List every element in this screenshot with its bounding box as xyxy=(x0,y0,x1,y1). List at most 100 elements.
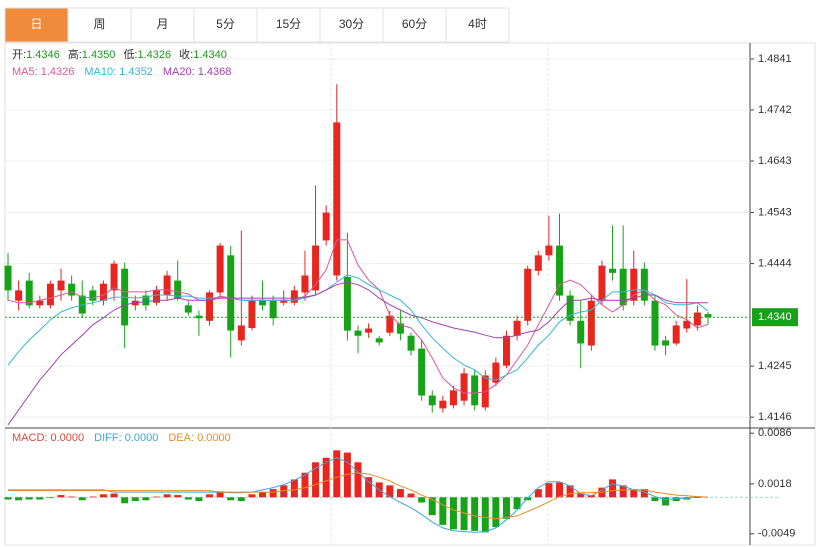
macd-bar xyxy=(131,497,139,502)
y-tick-label: 1.4742 xyxy=(758,104,792,116)
macd-bar xyxy=(195,497,203,502)
candle-body xyxy=(216,245,224,293)
candle-body xyxy=(672,325,680,344)
macd-line xyxy=(8,472,709,520)
macd-bar xyxy=(534,489,542,498)
candle-body xyxy=(280,299,288,303)
tab[interactable] xyxy=(445,7,510,43)
tab-label[interactable]: 60分 xyxy=(402,17,427,31)
macd-bar xyxy=(396,489,404,498)
macd-bar xyxy=(513,497,521,510)
candle-body xyxy=(524,268,532,321)
candle-body xyxy=(556,245,564,296)
macd-bar xyxy=(152,496,160,498)
candle-body xyxy=(68,283,76,296)
tab-label[interactable]: 15分 xyxy=(276,17,301,31)
candle-body xyxy=(492,362,500,383)
macd-bar xyxy=(99,494,107,498)
candle-body xyxy=(46,283,54,306)
candle-body xyxy=(439,400,447,409)
macd-legend: MACD: 0.0000 DIFF: 0.0000 DEA: 0.0000 xyxy=(12,432,231,444)
tab-label[interactable]: 30分 xyxy=(339,17,364,31)
macd-bar xyxy=(78,497,86,501)
macd-bar xyxy=(174,495,182,498)
panel-frame xyxy=(4,42,816,546)
price-tag-label: 1.4340 xyxy=(758,311,792,323)
candle-body xyxy=(693,312,701,326)
ohlc-legend: 开:1.4346 高:1.4350 低:1.4326 收:1.4340 xyxy=(12,47,227,61)
macd-bar xyxy=(322,457,330,498)
macd-line xyxy=(8,457,709,533)
macd-bar xyxy=(407,493,415,498)
tab[interactable] xyxy=(193,7,258,43)
macd-bar xyxy=(121,497,129,504)
y-tick-label: 0.0086 xyxy=(758,427,792,439)
legend-entry: MACD: 0.0000 xyxy=(12,432,84,444)
ma-legend: MA5: 1.4326 MA10: 1.4352 MA20: 1.4368 xyxy=(12,66,231,78)
macd-bar xyxy=(290,479,298,498)
macd-bar xyxy=(577,493,585,498)
macd-bar xyxy=(312,462,320,498)
candle-body xyxy=(248,300,256,329)
candle-body xyxy=(57,280,65,291)
candle-body xyxy=(460,373,468,401)
macd-bar xyxy=(619,485,627,498)
tab[interactable] xyxy=(319,7,384,43)
candle-body xyxy=(375,338,383,343)
macd-bar xyxy=(142,497,150,501)
macd-bar xyxy=(365,477,373,498)
legend-entry: DEA: 0.0000 xyxy=(168,432,230,444)
candle-body xyxy=(142,295,150,306)
legend-label: 开: xyxy=(12,49,26,61)
macd-bar xyxy=(216,491,224,498)
macd-bar xyxy=(15,497,23,501)
candle-body xyxy=(577,320,585,344)
macd-bar xyxy=(640,489,648,498)
candle-body xyxy=(513,320,521,336)
tab-label[interactable]: 周 xyxy=(93,17,105,31)
candle-body xyxy=(163,275,171,296)
macd-bar xyxy=(259,492,267,498)
ma-line xyxy=(7,239,709,394)
tab[interactable] xyxy=(130,7,195,43)
legend-entry: MA10: 1.4352 xyxy=(84,66,153,78)
macd-bar xyxy=(269,489,277,498)
macd-bar xyxy=(301,472,309,498)
macd-bar xyxy=(163,494,171,498)
tab-label[interactable]: 日 xyxy=(30,17,42,31)
ma-line xyxy=(7,281,708,426)
y-tick-label: 1.4841 xyxy=(758,53,792,65)
macd-bar xyxy=(110,493,118,498)
candle-body xyxy=(662,340,670,346)
y-tick-label: 1.4643 xyxy=(758,155,792,167)
macd-bar xyxy=(609,479,617,498)
legend-label: 低: xyxy=(123,48,137,61)
tab[interactable] xyxy=(67,7,132,43)
candle-body xyxy=(290,290,298,303)
candle-body xyxy=(619,268,627,306)
macd-bar xyxy=(439,497,447,525)
candle-body xyxy=(333,122,341,276)
macd-bar xyxy=(68,496,76,498)
candle-body xyxy=(407,335,415,351)
macd-bar xyxy=(428,497,436,516)
candle-body xyxy=(184,305,192,313)
tab-label[interactable]: 月 xyxy=(156,17,168,31)
candle-body xyxy=(396,323,404,334)
candle-body xyxy=(386,315,394,333)
tab-label[interactable]: 5分 xyxy=(216,17,235,31)
candle-body xyxy=(545,245,553,256)
tab[interactable] xyxy=(256,7,321,43)
y-tick-label: 1.4146 xyxy=(758,411,792,423)
legend-entry: MA20: 1.4368 xyxy=(163,66,232,78)
macd-bar xyxy=(248,494,256,498)
macd-bar xyxy=(502,497,510,519)
candle-body xyxy=(322,212,330,241)
macd-bar xyxy=(280,485,288,498)
legend-value: 1.4350 xyxy=(82,49,116,61)
tab-label[interactable]: 4时 xyxy=(468,17,487,31)
tab[interactable] xyxy=(4,7,69,43)
candle-body xyxy=(683,320,691,329)
